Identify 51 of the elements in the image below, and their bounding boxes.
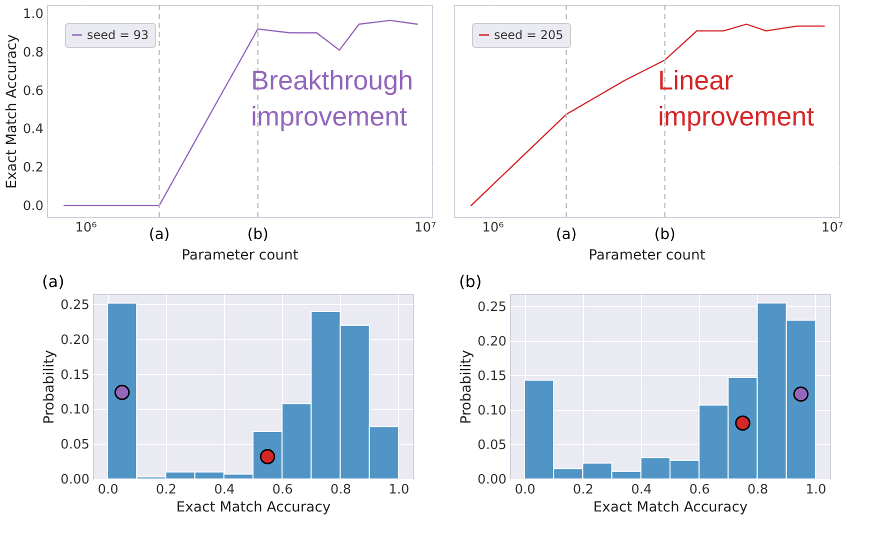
x-tick-label: 10⁶ [482, 220, 504, 236]
x-tick-label: 0.0 [514, 482, 536, 498]
x-tick-label: 0.6 [689, 482, 710, 498]
x-tick-label: 0.4 [631, 482, 652, 498]
y-tick-label: 0.15 [60, 368, 90, 383]
x-tick-label: 0.2 [572, 482, 594, 498]
y-tick-label: 0.00 [60, 472, 90, 488]
legend-label: seed = 205 [494, 28, 564, 42]
x-tick-label: 0.0 [98, 482, 118, 498]
y-tick-label: 0.05 [60, 438, 90, 453]
x-tick-label: 10⁷ [821, 220, 844, 236]
y-tick-label: 0.15 [478, 368, 506, 384]
y-tick-label: 0.05 [478, 438, 506, 453]
y-tick-label: 0.00 [478, 472, 506, 488]
x-tick-label: 0.2 [156, 482, 177, 498]
ref-line-label: (b) [654, 225, 676, 243]
x-tick-label: 0.8 [330, 482, 352, 498]
y-tick-label: 0.0 [22, 198, 44, 214]
x-axis-title: Parameter count [588, 248, 706, 264]
x-axis-title: Parameter count [182, 248, 299, 264]
y-tick-label: 0.20 [60, 332, 90, 348]
x-tick-label: 1.0 [806, 482, 826, 498]
y-axis-title: Probability [42, 350, 58, 424]
ref-line-label: (a) [556, 225, 577, 243]
y-tick-label: 0.6 [22, 84, 44, 99]
x-tick-label: 0.8 [747, 482, 768, 498]
x-tick-label: 10⁶ [75, 220, 97, 236]
chart-title: (a) [42, 272, 64, 291]
x-axis-title: Exact Match Accuracy [593, 500, 748, 516]
x-tick-label: 0.4 [214, 482, 235, 498]
annotation: Linear improvement [658, 65, 815, 132]
chart-title: (b) [459, 272, 482, 291]
y-tick-label: 0.2 [22, 160, 44, 176]
ref-line-label: (b) [247, 225, 268, 243]
y-tick-label: 0.10 [478, 403, 506, 418]
y-tick-label: 1.0 [22, 7, 44, 22]
x-axis-title: Exact Match Accuracy [176, 500, 331, 516]
legend-label: seed = 93 [87, 28, 149, 42]
y-tick-label: 0.20 [478, 334, 506, 350]
y-tick-label: 0.25 [478, 300, 506, 315]
x-tick-label: 0.6 [272, 482, 293, 498]
x-tick-label: 10⁷ [414, 220, 436, 236]
ref-line-label: (a) [148, 225, 170, 243]
y-tick-label: 0.10 [60, 402, 90, 418]
annotation: Breakthrough improvement [251, 65, 414, 132]
x-tick-label: 1.0 [388, 482, 410, 498]
y-tick-label: 0.4 [22, 122, 44, 138]
y-tick-label: 0.8 [22, 46, 44, 61]
y-axis-title: Exact Match Accuracy [4, 34, 20, 189]
y-axis-title: Probability [458, 350, 475, 424]
y-tick-label: 0.25 [60, 298, 90, 313]
